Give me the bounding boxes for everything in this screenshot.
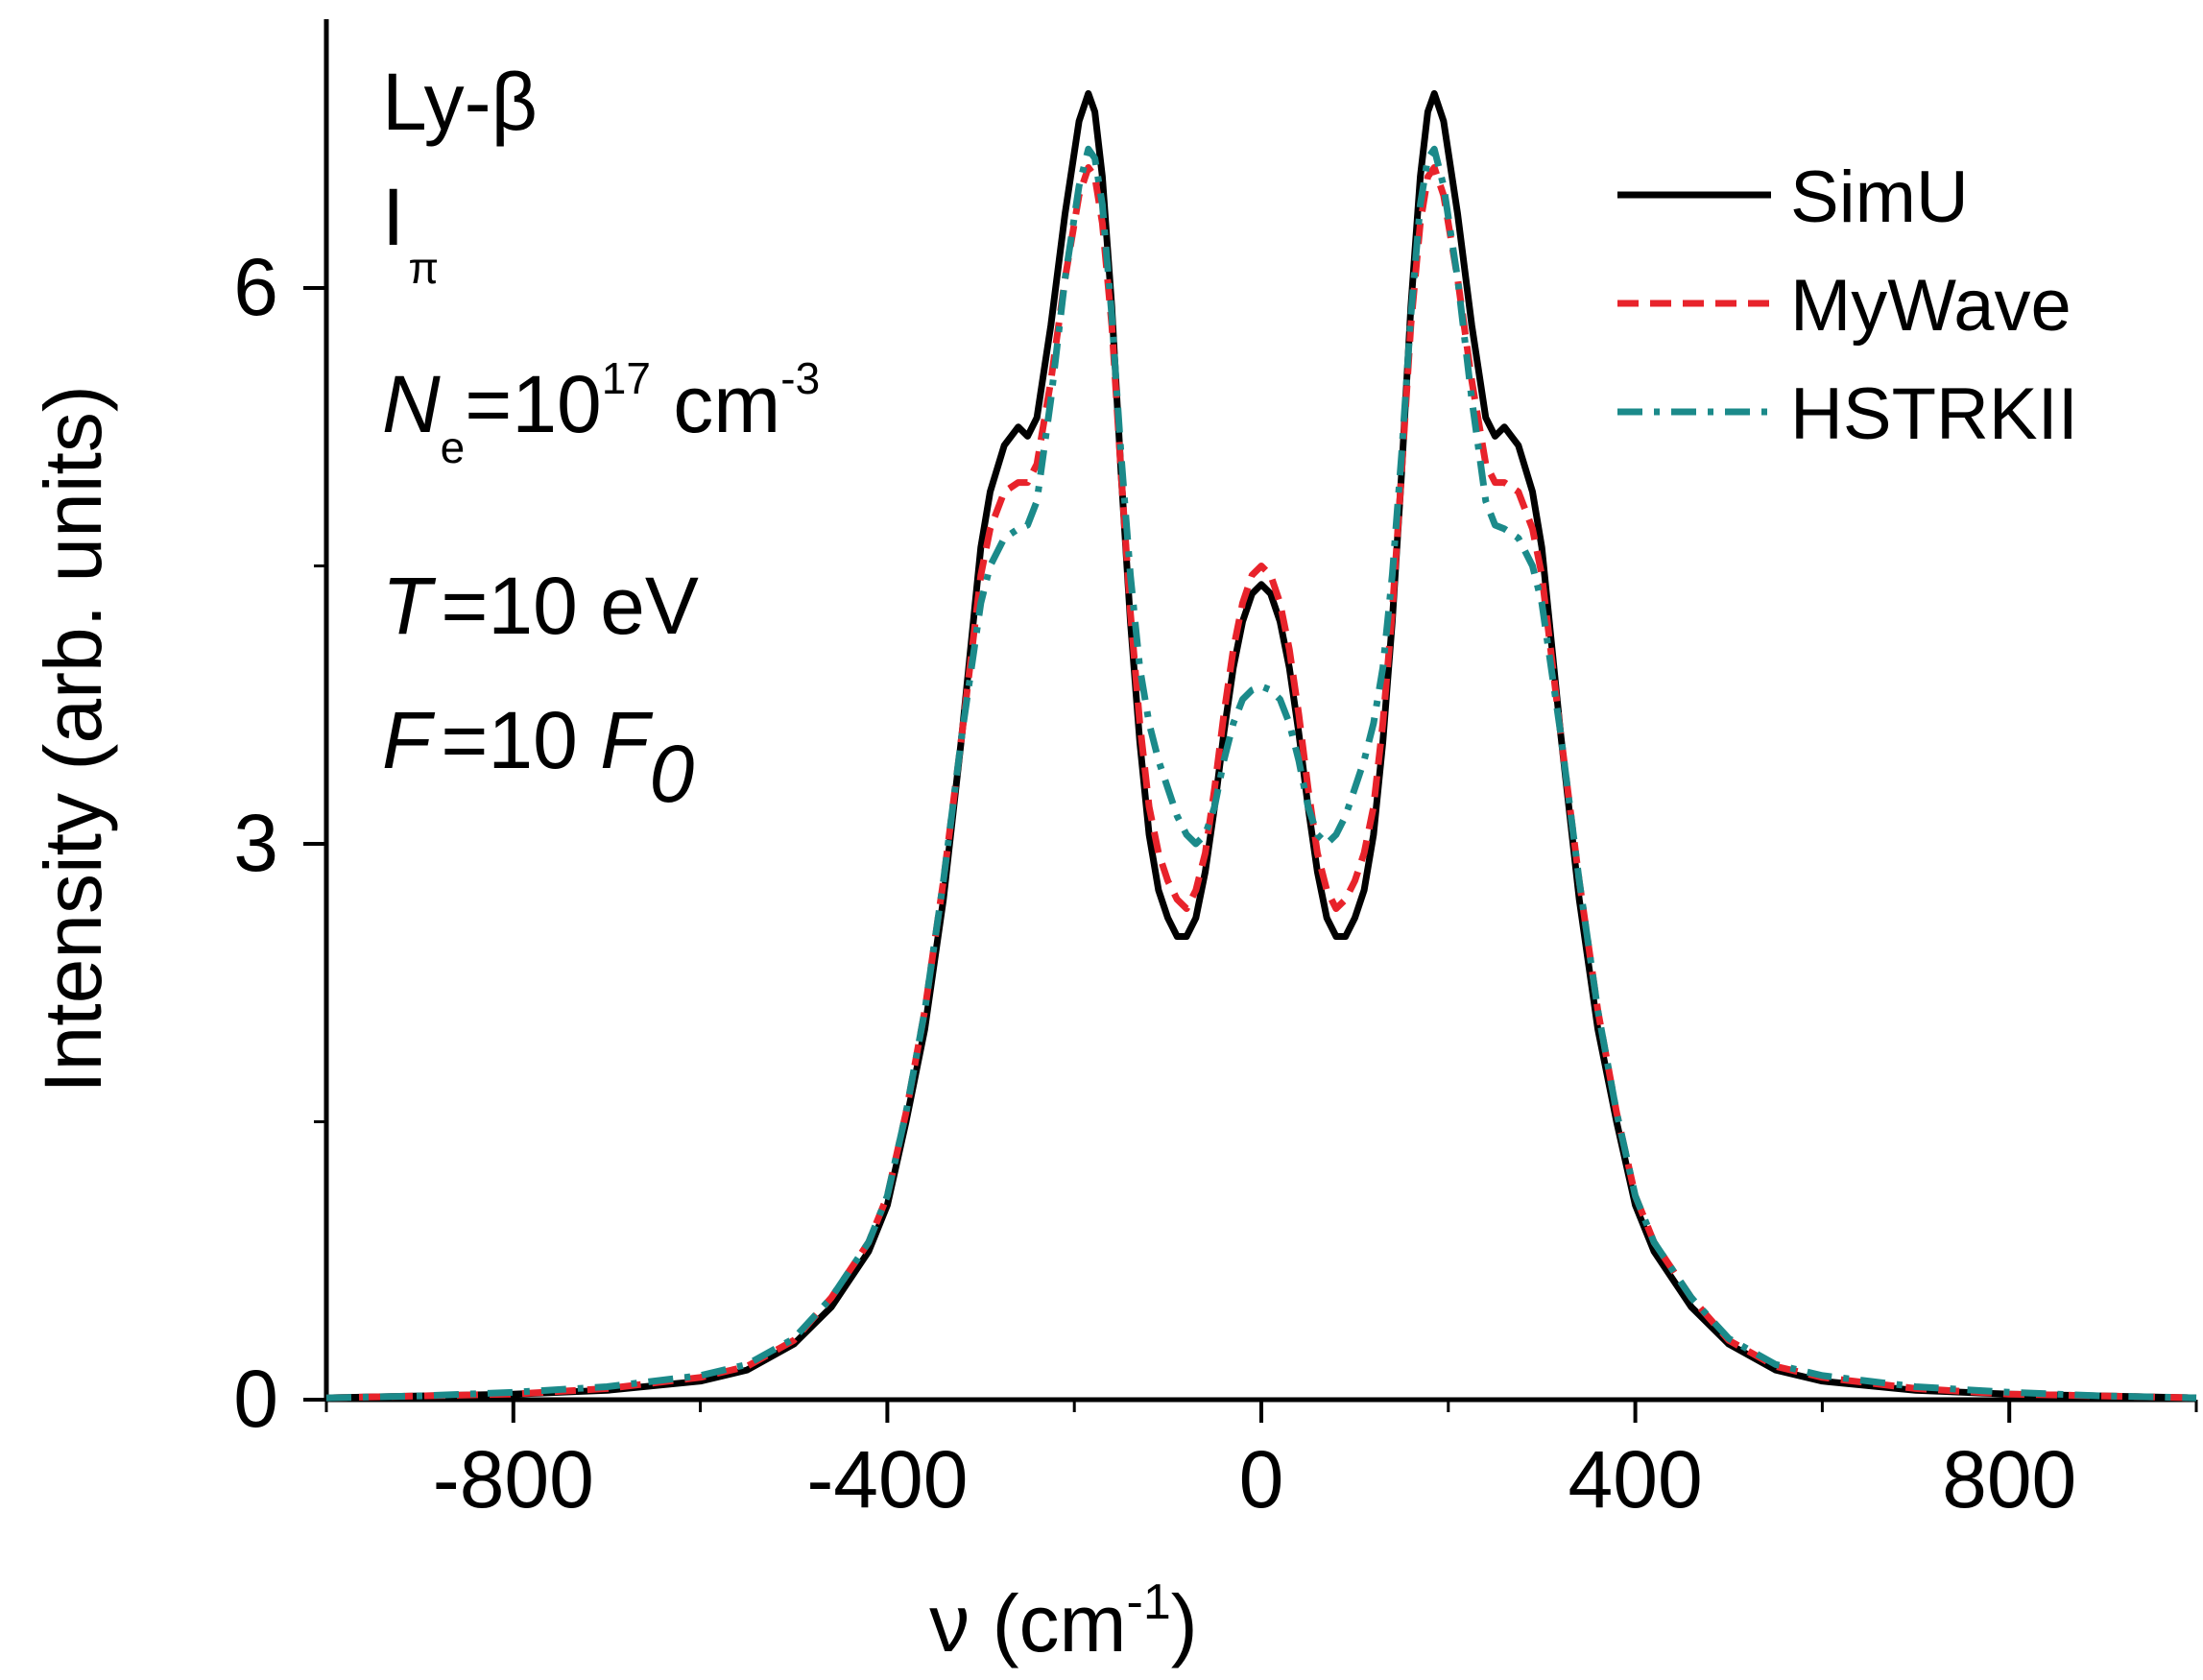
annotation-density-subscript: e bbox=[441, 422, 466, 472]
series-line-hstrkii bbox=[325, 145, 2197, 1402]
x-ticks: -800 -400 0 400 800 bbox=[324, 1400, 2198, 1524]
legend-label-mywave: MyWave bbox=[1790, 265, 2071, 347]
annotation-polarization-subscript: π bbox=[408, 243, 439, 293]
series-line-simu bbox=[325, 89, 2197, 1402]
x-tick-label: 800 bbox=[1942, 1434, 2076, 1524]
x-axis-label: ν (cm-1) bbox=[929, 1574, 1198, 1668]
x-tick-label: -800 bbox=[433, 1434, 594, 1524]
annotation-density: Ne=1017 cm-3 bbox=[382, 353, 820, 472]
annotation-density-value: =10 bbox=[465, 359, 602, 449]
y-tick-label: 6 bbox=[233, 242, 278, 332]
x-tick-label: 0 bbox=[1239, 1434, 1284, 1524]
annotation-field: F =10 F0 bbox=[382, 695, 694, 819]
y-ticks: 0 3 6 bbox=[233, 242, 326, 1444]
y-tick-label: 3 bbox=[233, 798, 278, 888]
legend: SimU MyWave HSTRKII bbox=[1617, 156, 2078, 455]
x-axis-label-exponent: -1 bbox=[1127, 1574, 1171, 1630]
annotation-temperature-value: =10 eV bbox=[441, 561, 699, 651]
annotation-line-name: Ly-β bbox=[382, 57, 538, 147]
annotation-density-exponent: 17 bbox=[602, 353, 651, 403]
annotation-temperature: T =10 eV bbox=[382, 561, 699, 651]
legend-label-simu: SimU bbox=[1790, 156, 1969, 238]
series-line-mywave bbox=[325, 164, 2197, 1402]
x-tick-label: 400 bbox=[1568, 1434, 1703, 1524]
annotation-density-symbol: N bbox=[382, 359, 441, 449]
x-axis-label-close: ) bbox=[1171, 1578, 1198, 1668]
annotation-temperature-symbol: T bbox=[382, 561, 437, 651]
parameter-annotations: Ly-β Iπ Ne=1017 cm-3 T =10 eV F =10 F0 bbox=[382, 57, 820, 819]
y-tick-label: 0 bbox=[233, 1354, 278, 1444]
annotation-field-reference: F bbox=[600, 695, 654, 785]
annotation-polarization-symbol: I bbox=[382, 172, 404, 262]
legend-label-hstrkii: HSTRKII bbox=[1790, 373, 2078, 455]
annotation-density-unit-exponent: -3 bbox=[780, 353, 820, 403]
annotation-density-unit: cm bbox=[651, 359, 780, 449]
annotation-field-value: =10 bbox=[441, 695, 600, 785]
y-axis-label: Intensity (arb. units) bbox=[28, 385, 118, 1093]
series-layer bbox=[325, 89, 2197, 1402]
x-axis-label-main: ν (cm bbox=[929, 1578, 1126, 1668]
x-tick-label: -400 bbox=[806, 1434, 968, 1524]
annotation-field-symbol: F bbox=[382, 695, 436, 785]
annotation-field-reference-subscript: 0 bbox=[649, 729, 694, 819]
annotation-polarization: Iπ bbox=[382, 172, 439, 293]
